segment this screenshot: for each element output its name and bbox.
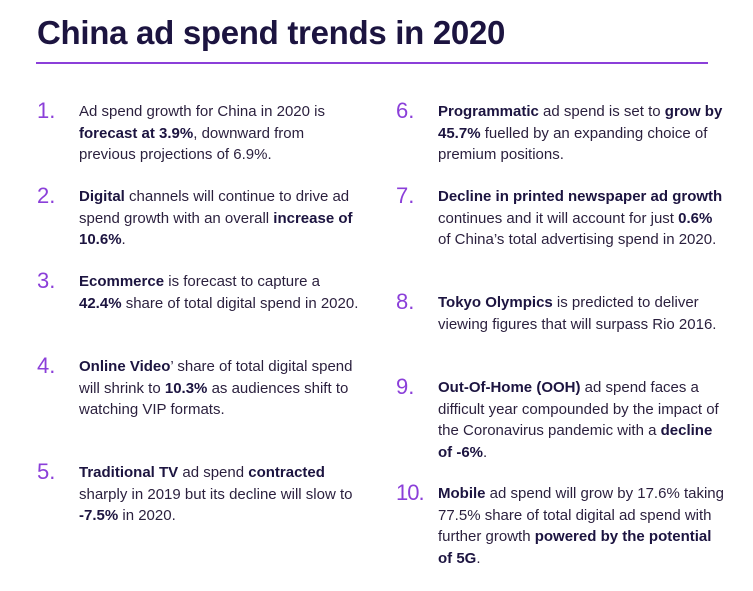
text-segment-bold: Programmatic [438, 103, 539, 120]
item-number: 2. [37, 183, 56, 208]
text-segment-bold: increase of 10.6% [79, 209, 353, 249]
text-segment: ad spend is set to [538, 103, 665, 120]
item-number: 6. [396, 98, 415, 123]
item-number: 3. [37, 268, 56, 293]
item-text: Decline in printed newspaper ad growth c… [438, 186, 723, 251]
trend-item-9: 9. Out-Of-Home (OOH) ad spend faces a di… [396, 374, 723, 463]
item-text: Online Video’ share of total digital spe… [79, 356, 359, 421]
text-segment: . [121, 231, 126, 248]
text-segment-bold: 10.3% [164, 379, 208, 397]
text-segment: in 2020. [118, 507, 176, 524]
trend-item-7: 7. Decline in printed newspaper ad growt… [396, 183, 723, 251]
item-number: 10. [396, 480, 425, 505]
trend-item-4: 4. Online Video’ share of total digital … [37, 353, 359, 421]
trend-item-2: 2. Digital channels will continue to dri… [37, 183, 359, 251]
text-segment-bold: Traditional TV [79, 464, 179, 481]
item-text: Programmatic ad spend is set to grow by … [438, 101, 723, 166]
text-segment: ad spend [178, 464, 249, 481]
text-segment-bold: decline of -6% [438, 422, 713, 461]
page-title: China ad spend trends in 2020 [37, 14, 506, 51]
text-segment: Ad spend growth for China in 2020 is [79, 103, 325, 120]
item-text: Tokyo Olympics is predicted to deliver v… [438, 292, 723, 335]
item-number: 1. [37, 98, 56, 123]
text-segment: ad spend will grow by 17.6% taking 77.5%… [438, 485, 724, 545]
text-segment-bold: 42.4% [79, 294, 122, 312]
text-segment-bold: Digital [79, 188, 125, 205]
item-number: 8. [396, 289, 415, 314]
text-segment: share of total digital spend in 2020. [121, 294, 359, 312]
text-segment: ’ share of total digital spend will shri… [79, 358, 353, 397]
item-text: Mobile ad spend will grow by 17.6% takin… [438, 483, 728, 569]
trend-item-6: 6. Programmatic ad spend is set to grow … [396, 98, 723, 166]
item-number: 9. [396, 374, 415, 399]
text-segment: fuelled by an expanding choice of premiu… [438, 124, 708, 164]
text-segment-bold: contracted [248, 464, 325, 481]
item-number: 4. [37, 353, 56, 378]
text-segment: . [483, 443, 488, 461]
text-segment: is forecast to capture a [164, 273, 320, 290]
text-segment-bold: Out-Of-Home (OOH) [438, 379, 581, 396]
text-segment-bold: powered by the potential of 5G [438, 528, 712, 567]
title-divider [36, 62, 708, 64]
text-segment: ad spend faces a difficult year compound… [438, 379, 719, 439]
text-segment-bold: Decline in printed newspaper ad growth [438, 188, 723, 205]
item-text: Digital channels will continue to drive … [79, 186, 359, 251]
item-text: Ad spend growth for China in 2020 is for… [79, 101, 359, 166]
text-segment-bold: Mobile [438, 485, 486, 502]
item-text: Ecommerce is forecast to capture a 42.4%… [79, 271, 359, 314]
text-segment-bold: Tokyo Olympics [438, 294, 553, 311]
text-segment: . [476, 549, 481, 567]
text-segment-bold: Online Video [79, 358, 171, 375]
trend-item-8: 8. Tokyo Olympics is predicted to delive… [396, 289, 723, 335]
text-segment-bold: 0.6% [678, 209, 713, 227]
text-segment: of China’s total advertising spend in 20… [438, 231, 717, 248]
text-segment-bold: Ecommerce [79, 273, 165, 290]
item-number: 7. [396, 183, 415, 208]
item-text: Traditional TV ad spend contracted sharp… [79, 462, 359, 527]
text-segment: sharply in 2019 but its decline will slo… [79, 485, 353, 503]
text-segment: is predicted to deliver viewing figures … [438, 294, 717, 333]
text-segment-bold: grow by 45.7% [438, 103, 731, 142]
text-segment-bold: -7.5% [79, 507, 119, 524]
text-segment: channels will continue to drive ad spend… [79, 188, 350, 227]
trend-item-1: 1. Ad spend growth for China in 2020 is … [37, 98, 359, 166]
item-text: Out-Of-Home (OOH) ad spend faces a diffi… [438, 377, 723, 463]
item-number: 5. [37, 459, 56, 484]
text-segment-bold: forecast at 3.9% [79, 124, 194, 142]
trend-item-3: 3. Ecommerce is forecast to capture a 42… [37, 268, 359, 314]
trend-item-10: 10. Mobile ad spend will grow by 17.6% t… [396, 480, 728, 569]
text-segment: as audiences shift to watching VIP forma… [79, 379, 349, 419]
text-segment: continues and it will account for just [438, 209, 679, 227]
trend-item-5: 5. Traditional TV ad spend contracted sh… [37, 459, 359, 527]
text-segment: , downward from previous projections of … [79, 124, 305, 164]
